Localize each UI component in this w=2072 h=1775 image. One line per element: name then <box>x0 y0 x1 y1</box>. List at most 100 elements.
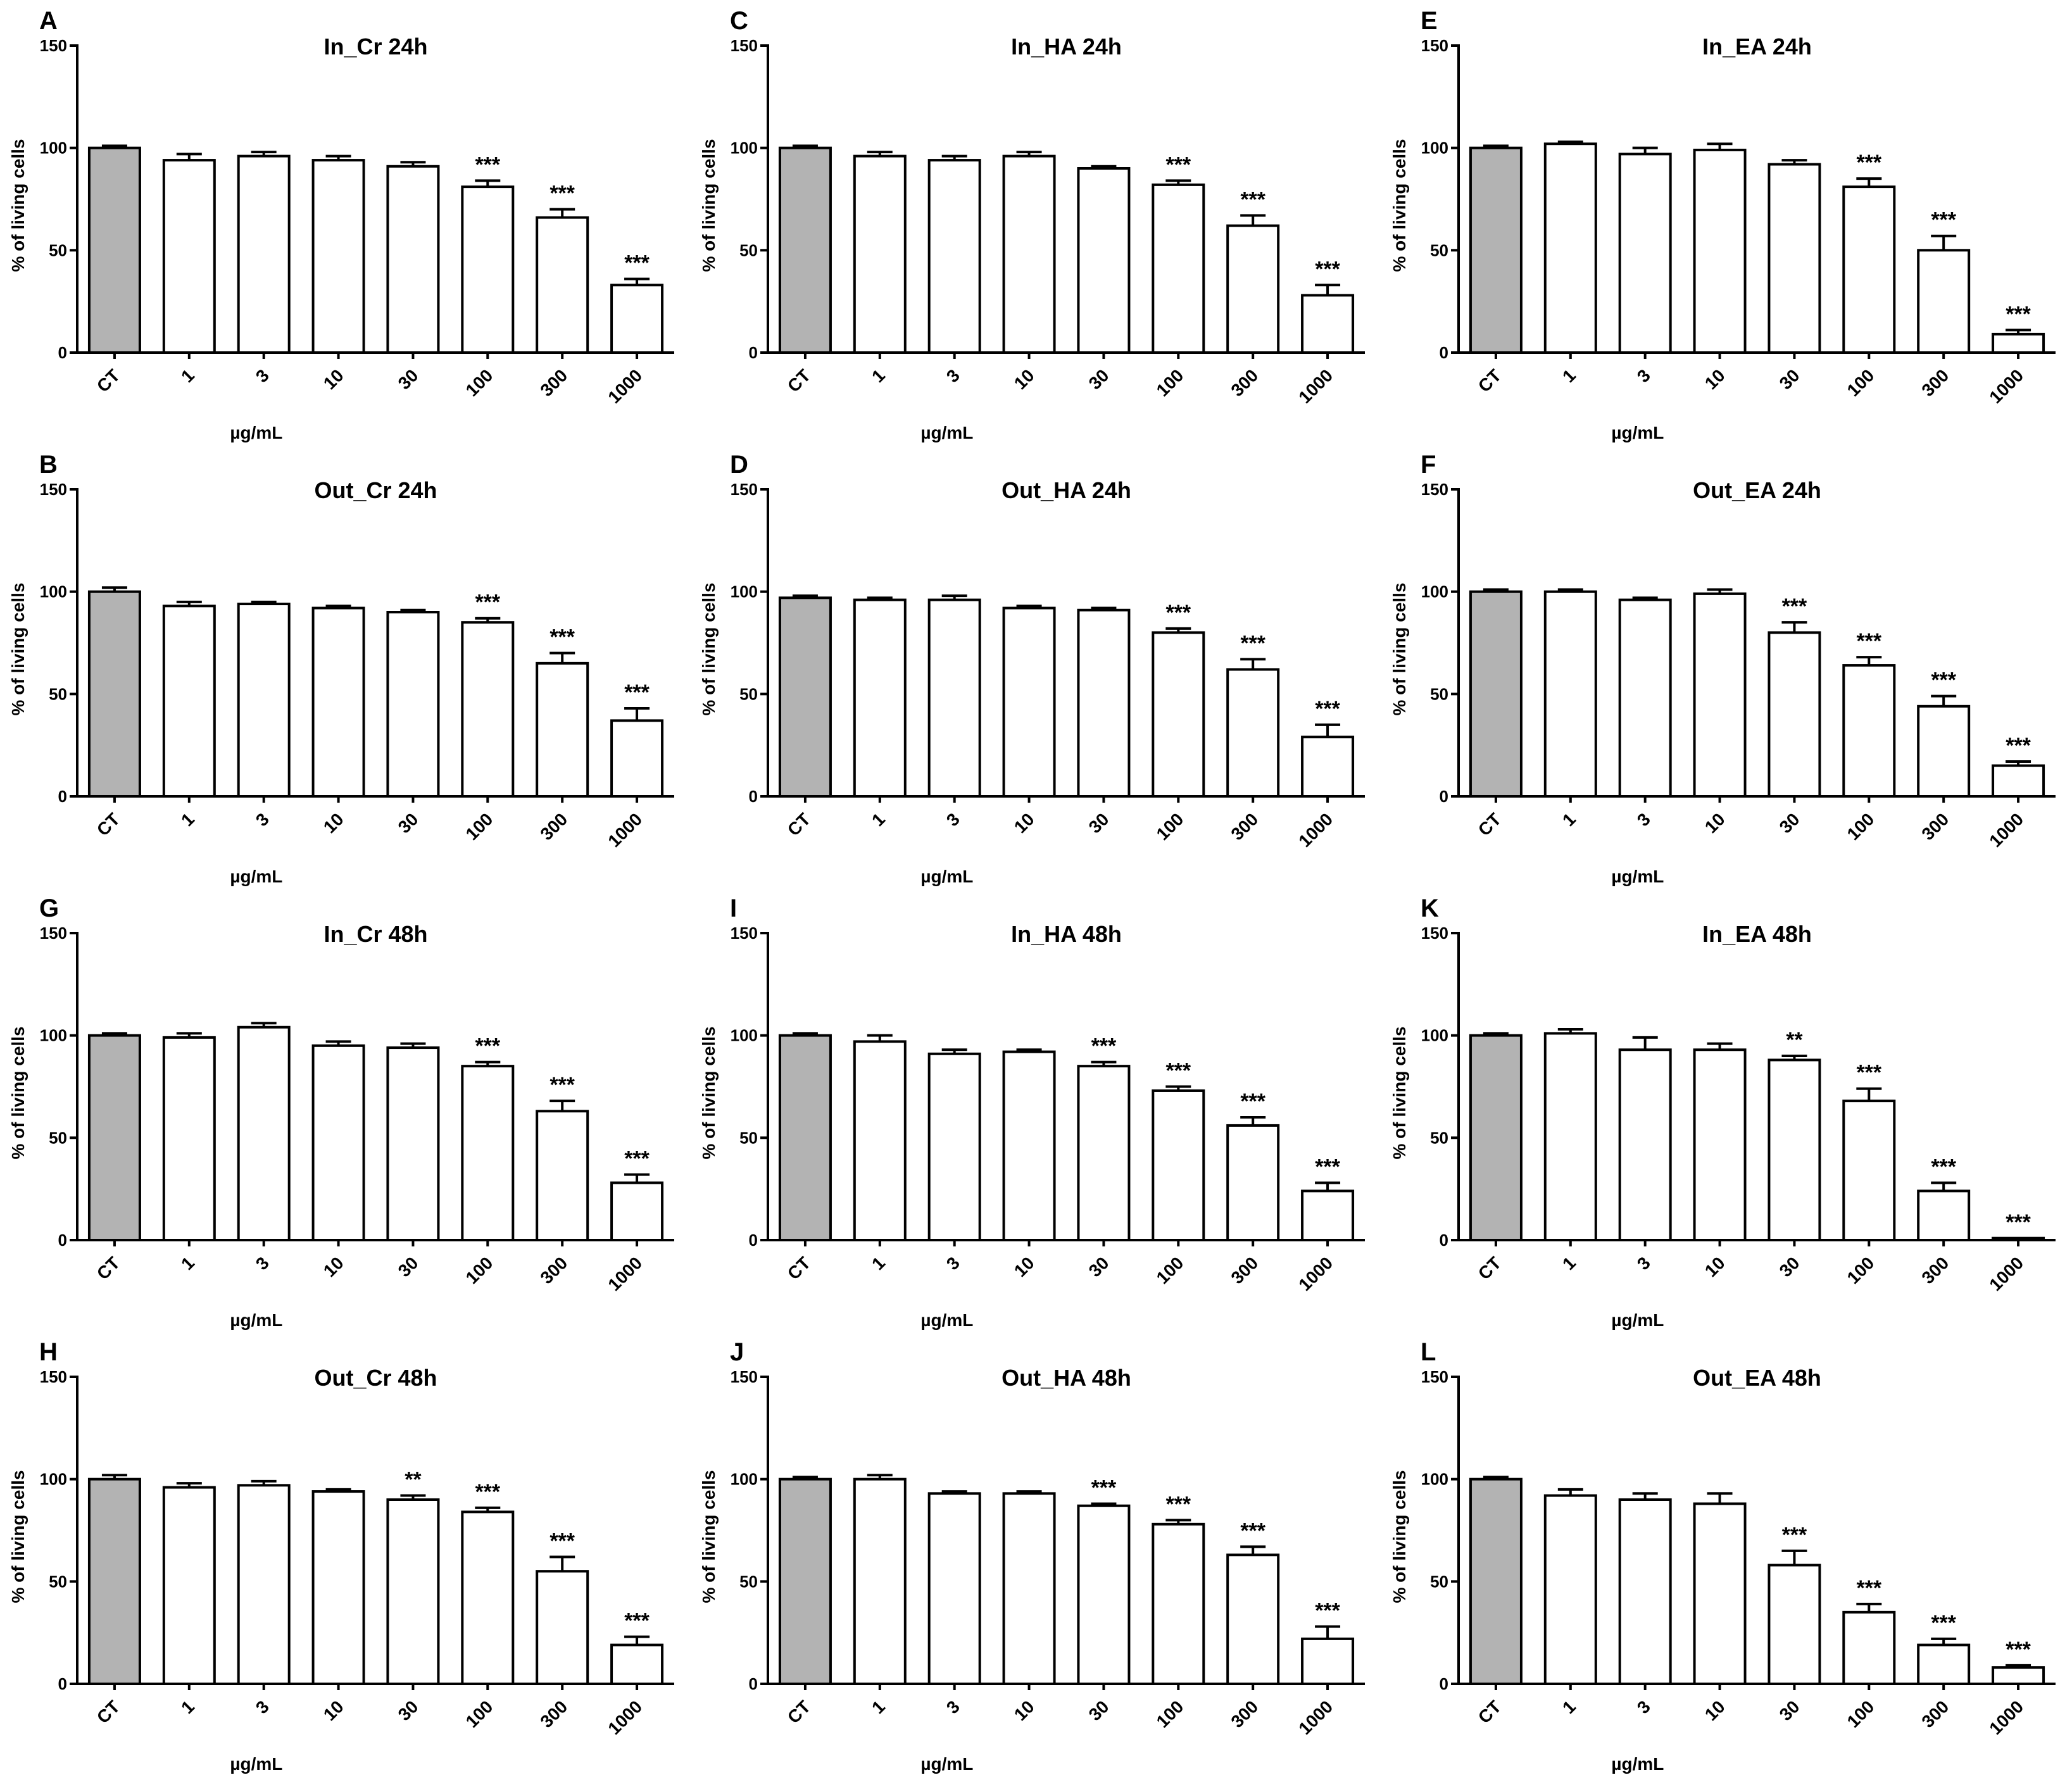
bar <box>853 154 907 354</box>
bar <box>1842 1610 1896 1686</box>
x-tick-label: 30 <box>1085 1697 1113 1724</box>
chart-title: Out_EA 24h <box>1693 477 1821 503</box>
panel-letter: E <box>1421 7 1438 35</box>
y-tick-label: 0 <box>58 1674 67 1693</box>
y-tick-label: 0 <box>749 1231 758 1250</box>
bar <box>610 284 664 354</box>
x-tick-label: CT <box>784 1253 814 1283</box>
chart-title: In_Cr 24h <box>323 34 427 60</box>
panel-c: C In_HA 24h 0 50 100 150 % of living cells CT 1 3… <box>699 7 1365 442</box>
y-tick-label: 50 <box>739 684 758 703</box>
panel-a: A In_Cr 24h 0 50 100 150 % of living cells CT 1 3… <box>8 7 674 442</box>
x-tick-label: 1 <box>868 1253 889 1274</box>
x-tick-label: 1 <box>1559 1253 1579 1274</box>
significance-label: *** <box>1782 594 1807 618</box>
significance-label: *** <box>549 182 575 206</box>
bar <box>1152 1089 1205 1242</box>
bar-control <box>778 596 832 798</box>
x-axis-label: µg/mL <box>230 867 282 886</box>
x-tick-label: 100 <box>462 1253 497 1288</box>
chart-title: In_EA 24h <box>1702 34 1812 60</box>
y-tick-label: 100 <box>40 139 67 158</box>
y-tick-label: 150 <box>40 924 67 943</box>
bar <box>927 159 981 354</box>
panel-h: H Out_Cr 48h 0 50 100 150 % of living cells CT 1… <box>8 1338 674 1774</box>
bar <box>853 1477 907 1686</box>
panel-e: E In_EA 24h 0 50 100 150 % of living cells CT 1 3… <box>1390 7 2056 442</box>
significance-label: *** <box>1165 1492 1191 1516</box>
x-tick-label: 1000 <box>604 1697 646 1738</box>
panel-i: I In_HA 48h 0 50 100 150 % of living cells CT 1 3… <box>699 894 1365 1330</box>
bar <box>1767 1058 1821 1241</box>
x-axis-label: µg/mL <box>1611 867 1664 886</box>
x-tick-label: 10 <box>1701 1253 1729 1281</box>
bar-control <box>87 146 141 354</box>
y-tick-label: 0 <box>58 787 67 806</box>
x-axis-label: µg/mL <box>230 423 282 442</box>
bar <box>1543 1494 1597 1685</box>
chart-title: In_HA 48h <box>1011 921 1122 947</box>
panel-f: F Out_EA 24h 0 50 100 150 % of living cells CT 1… <box>1390 451 2056 886</box>
x-tick-label: 1000 <box>604 809 646 851</box>
y-axis-label: % of living cells <box>699 1026 719 1159</box>
bar <box>311 1490 365 1685</box>
y-axis-label: % of living cells <box>8 139 28 272</box>
chart-title: Out_Cr 24h <box>314 477 437 503</box>
x-tick-label: 300 <box>1227 809 1262 844</box>
bar <box>1767 631 1821 798</box>
y-tick-label: 0 <box>1440 787 1448 806</box>
x-tick-label: 100 <box>1843 1253 1878 1288</box>
bar <box>536 662 589 798</box>
significance-label: *** <box>475 1034 500 1058</box>
x-tick-label: 10 <box>1701 1697 1729 1724</box>
y-tick-label: 150 <box>40 36 67 55</box>
x-tick-label: 10 <box>320 1253 348 1281</box>
x-tick-label: 1000 <box>1295 1697 1336 1738</box>
significance-label: *** <box>1165 153 1191 177</box>
x-axis-label: µg/mL <box>920 1310 973 1330</box>
chart-title: Out_Cr 48h <box>314 1365 437 1391</box>
bar <box>1618 1048 1672 1241</box>
y-tick-label: 100 <box>1421 1026 1448 1045</box>
x-tick-label: 3 <box>252 365 273 386</box>
x-tick-label: 1000 <box>1295 809 1336 851</box>
significance-label: *** <box>2006 1210 2031 1234</box>
bar <box>1301 1189 1355 1241</box>
x-tick-label: 10 <box>1010 1697 1038 1724</box>
y-axis-label: % of living cells <box>8 1470 28 1603</box>
y-tick-label: 50 <box>739 1128 758 1147</box>
significance-label: *** <box>1240 1089 1265 1113</box>
significance-label: *** <box>475 153 500 177</box>
x-axis-label: µg/mL <box>230 1754 282 1774</box>
significance-label: *** <box>1856 629 1881 653</box>
y-tick-label: 50 <box>1430 1572 1448 1591</box>
panel-letter: D <box>730 451 748 479</box>
x-tick-label: 100 <box>462 1697 497 1731</box>
x-tick-label: 100 <box>1843 809 1878 844</box>
chart-title: Out_HA 24h <box>1001 477 1131 503</box>
bar <box>1152 1522 1205 1685</box>
y-tick-label: 100 <box>1421 139 1448 158</box>
x-tick-label: 3 <box>1633 1253 1654 1274</box>
panel-letter: C <box>730 7 748 35</box>
panel-b: B Out_Cr 24h 0 50 100 150 % of living cells CT 1… <box>8 451 674 886</box>
x-tick-label: CT <box>1474 365 1505 396</box>
significance-label: *** <box>624 1147 650 1171</box>
x-tick-label: 10 <box>1010 809 1038 837</box>
y-tick-label: 150 <box>731 1367 758 1386</box>
y-tick-label: 50 <box>49 241 67 260</box>
x-tick-label: 1000 <box>1295 1253 1336 1295</box>
significance-label: *** <box>549 1529 575 1553</box>
y-axis-label: % of living cells <box>8 582 28 715</box>
bar <box>1992 764 2045 798</box>
bar <box>927 1492 981 1685</box>
bar <box>1226 1124 1280 1241</box>
x-tick-label: 1 <box>1559 809 1579 830</box>
x-axis-label: µg/mL <box>230 1310 282 1330</box>
x-tick-label: 30 <box>1776 1253 1804 1281</box>
x-tick-label: 1 <box>177 1253 198 1274</box>
bar <box>1226 1553 1280 1685</box>
bar <box>1693 1048 1747 1241</box>
panel-letter: H <box>39 1338 58 1366</box>
x-tick-label: 300 <box>1918 365 1952 400</box>
